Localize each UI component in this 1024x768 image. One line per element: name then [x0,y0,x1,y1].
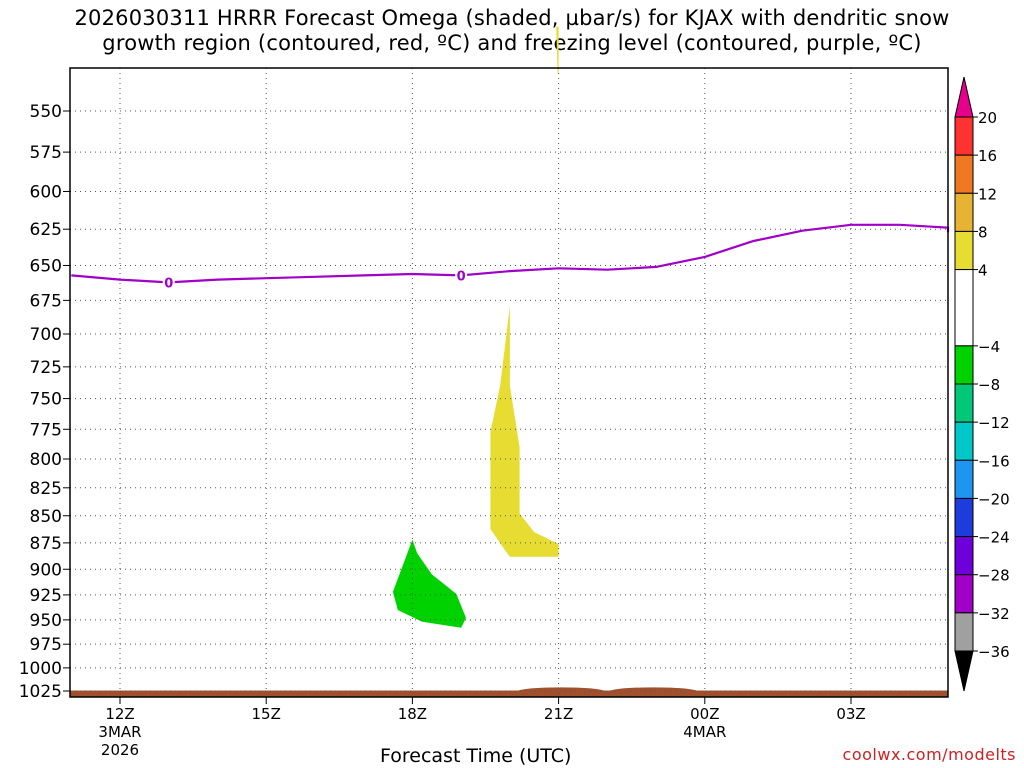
ground-bump-0 [514,687,608,692]
colorbar-tick-label-5: −4 [978,338,1000,356]
colorbar-bin-9 [954,497,974,538]
colorbar-tick-label-12: −32 [978,605,1010,623]
y-tick-label-575: 575 [30,143,62,163]
chart-title: 2026030311 HRRR Forecast Omega (shaded, … [0,6,1024,56]
y-tick-label-875: 875 [30,534,62,554]
colorbar-tick-label-13: −36 [978,643,1010,661]
x-axis-label: Forecast Time (UTC) [380,745,572,767]
y-tick-label-750: 750 [30,390,62,410]
plot-frame [69,67,949,698]
colorbar-tick-label-6: −8 [978,376,1000,394]
freezing-level-line [71,223,950,284]
colorbar-tick-label-7: −12 [978,414,1010,432]
credit-text: coolwx.com/modelts [842,745,1016,764]
freezing-level-label-0: 0 [164,276,173,291]
colorbar-tick-label-10: −24 [978,529,1010,547]
x-tick-date-00Z: 4MAR [683,723,726,741]
colorbar-bin-7 [954,421,974,461]
title-line-1: 2026030311 HRRR Forecast Omega (shaded, … [74,6,950,30]
colorbar-tick-label-4: 4 [978,262,988,280]
x-tick-label-03Z: 03Z [836,705,865,723]
x-tick-label-18Z: 18Z [398,705,427,723]
title-line-2: growth region (contoured, red, ºC) and f… [102,31,922,55]
colorbar-bin-1 [954,154,974,194]
colorbar-bin-12 [954,612,974,652]
colorbar-tick-label-1: 16 [978,147,997,165]
colorbar-bottom-arrow [954,650,974,692]
colorbar-bin-10 [954,536,974,576]
ground-strip [70,690,948,697]
y-tick-label-975: 975 [30,635,62,655]
y-tick-label-850: 850 [30,507,62,527]
colorbar-bin-8 [954,459,974,499]
y-tick-label-800: 800 [30,450,62,470]
ground-bump-1 [607,687,700,692]
y-tick-label-950: 950 [30,611,62,631]
x-tick-label-15Z: 15Z [252,705,281,723]
omega-region-0 [490,305,559,557]
y-tick-label-900: 900 [30,560,62,580]
y-tick-label-1000: 1000 [19,659,62,679]
x-tick-date-12Z: 3MAR [98,723,141,741]
freezing-label-bg-1 [455,267,468,284]
colorbar-tick-label-8: −16 [978,452,1010,470]
y-tick-label-625: 625 [30,220,62,240]
y-tick-label-825: 825 [30,479,62,499]
colorbar-bin-6 [954,383,974,423]
freezing-label-bg-0 [162,274,175,291]
omega-region-2 [556,26,559,74]
y-tick-label-925: 925 [30,586,62,606]
y-tick-label-700: 700 [30,325,62,345]
omega-region-1 [392,539,466,628]
colorbar-bin-2 [954,192,974,232]
freezing-level-label-1: 0 [457,269,466,284]
y-tick-label-650: 650 [30,256,62,276]
colorbar-tick-label-11: −28 [978,567,1010,585]
y-tick-label-675: 675 [30,291,62,311]
x-tick-label-12Z: 12Z [105,705,134,723]
x-tick-label-21Z: 21Z [544,705,573,723]
colorbar-tick-label-9: −20 [978,490,1010,508]
colorbar-tick-label-0: 20 [978,109,997,127]
colorbar-bin-0 [954,116,974,156]
colorbar-bin-3 [954,230,974,271]
colorbar-tick-label-3: 8 [978,223,988,241]
x-tick-year-12Z: 2026 [101,741,139,759]
colorbar-top-arrow [954,76,974,118]
colorbar-tick-label-2: 12 [978,185,997,203]
colorbar-bin-11 [954,574,974,614]
y-tick-label-550: 550 [30,102,62,122]
colorbar-bin-4 [954,269,974,347]
y-tick-label-725: 725 [30,358,62,378]
y-tick-label-600: 600 [30,182,62,202]
y-tick-label-1025: 1025 [19,682,62,702]
colorbar-bin-5 [954,345,974,385]
y-tick-label-775: 775 [30,420,62,440]
x-tick-label-00Z: 00Z [690,705,719,723]
